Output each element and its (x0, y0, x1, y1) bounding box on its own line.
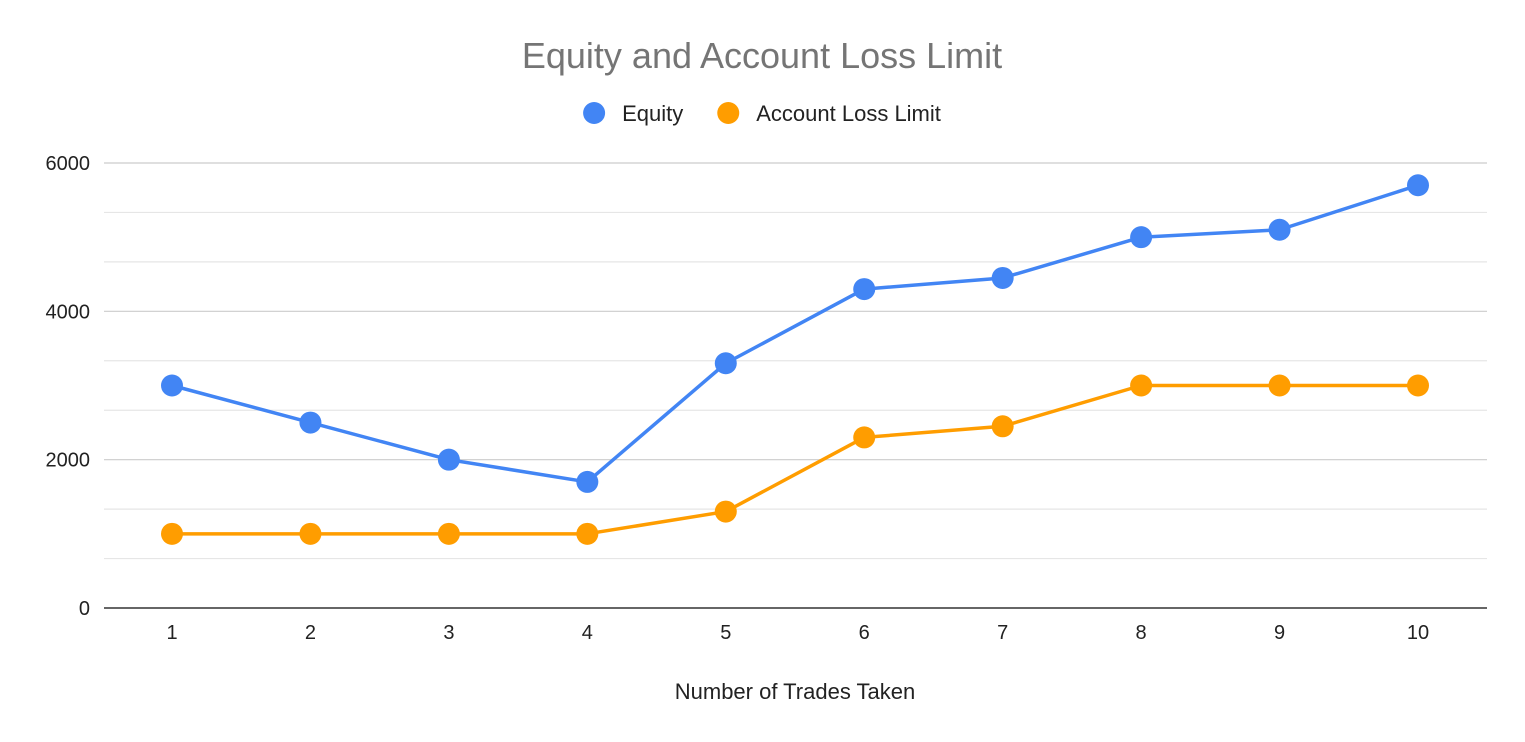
x-tick-label: 6 (859, 622, 870, 644)
y-tick-label: 2000 (46, 450, 91, 472)
data-point (853, 278, 876, 301)
y-tick-label: 4000 (46, 301, 91, 323)
data-point (714, 352, 737, 375)
x-axis-title: Number of Trades Taken (675, 679, 916, 704)
data-point (1268, 218, 1291, 241)
data-point (1130, 374, 1153, 397)
data-point (576, 470, 599, 493)
data-point (991, 415, 1014, 438)
data-point (437, 522, 460, 545)
x-tick-label: 10 (1407, 622, 1429, 644)
data-point (161, 374, 183, 397)
legend-label: Equity (622, 101, 683, 126)
x-tick-label: 4 (582, 622, 593, 644)
data-point (714, 500, 737, 523)
x-axis-ticks: 1 2 3 4 5 6 7 8 9 10 (166, 622, 1429, 644)
x-tick-label: 1 (166, 622, 177, 644)
data-point (1407, 374, 1429, 397)
legend-label: Account Loss Limit (756, 101, 941, 126)
data-point (299, 411, 322, 434)
legend-item: Equity (583, 101, 683, 126)
x-tick-label: 2 (305, 622, 316, 644)
series-line (170, 383, 1420, 536)
y-tick-label: 6000 (46, 153, 91, 175)
data-point (853, 426, 876, 449)
series-1 (161, 374, 1429, 545)
data-point (1268, 374, 1291, 397)
chart-series (161, 174, 1429, 545)
x-tick-label: 7 (997, 622, 1008, 644)
chart-legend: Equity Account Loss Limit (583, 101, 941, 126)
series-0 (161, 174, 1429, 493)
data-point (437, 448, 460, 471)
data-point (299, 522, 322, 545)
chart-title: Equity and Account Loss Limit (522, 35, 1002, 76)
legend-marker (583, 102, 606, 124)
series-line (170, 183, 1420, 484)
data-point (991, 266, 1014, 289)
gridlines (104, 162, 1487, 560)
x-tick-label: 8 (1136, 622, 1147, 644)
legend-item: Account Loss Limit (717, 101, 941, 126)
legend-marker (717, 102, 740, 124)
y-tick-label: 0 (79, 598, 90, 620)
x-tick-label: 9 (1274, 622, 1285, 644)
x-tick-label: 3 (443, 622, 454, 644)
data-point (1130, 226, 1153, 249)
data-point (1407, 174, 1429, 197)
data-point (576, 522, 599, 545)
data-point (161, 522, 183, 545)
x-tick-label: 5 (720, 622, 731, 644)
y-axis-ticks: 0 2000 4000 6000 (46, 153, 91, 620)
